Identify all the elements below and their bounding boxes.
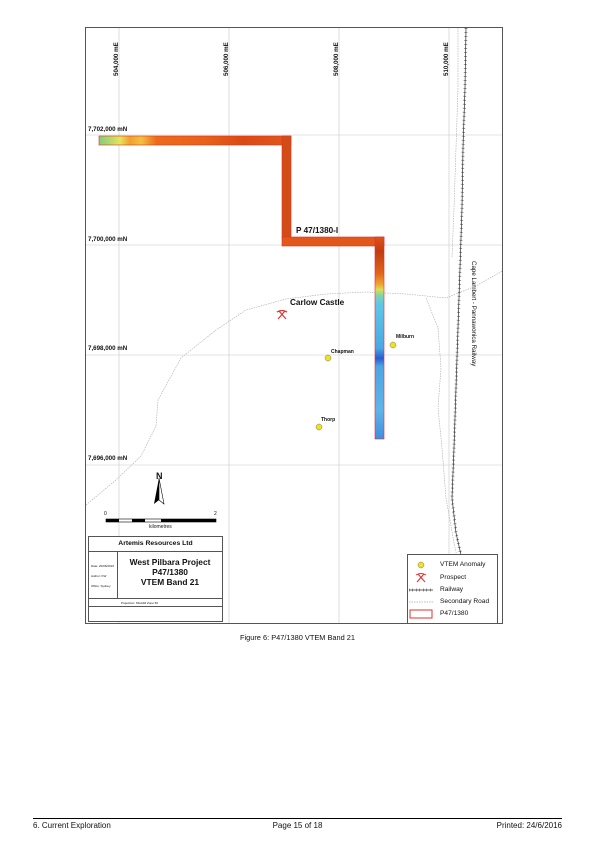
tenement-label: P 47/1380-I (296, 226, 339, 235)
road-line-icon (409, 601, 433, 603)
northing-label: 7,698,000 mN (88, 345, 128, 352)
easting-label: 510,000 mE (443, 42, 450, 76)
legend-label: VTEM Anomaly (440, 561, 486, 568)
anomaly-label: Chapman (331, 349, 354, 355)
railway-line-icon (409, 588, 433, 592)
title-block-meta: Date: 20/06/2016 Author: KW Office: Sydn… (89, 551, 118, 598)
legend-label: Railway (440, 586, 464, 593)
legend-label: Prospect (440, 574, 467, 581)
northing-label: 7,702,000 mN (88, 126, 128, 133)
railway-label: Cape Lambert - Pannawonica Railway (470, 261, 477, 367)
title-block: Artemis Resources Ltd Date: 20/06/2016 A… (88, 536, 223, 622)
map-frame: 504,000 mE 506,000 mE 508,000 mE 510,000… (85, 27, 503, 624)
northing-label: 7,700,000 mN (88, 236, 128, 243)
footer-printed-date: Printed: 24/6/2016 (496, 821, 562, 830)
legend-item-prospect: Prospect (408, 572, 497, 584)
anomaly-circle-icon (417, 561, 425, 569)
north-letter: N (156, 471, 163, 481)
footer-section: 6. Current Exploration (33, 821, 111, 830)
scale-unit-label: kilometres (149, 524, 172, 530)
projection-note: Projection: MGA94 Zone 50 (89, 598, 222, 607)
north-arrow-icon (154, 477, 165, 505)
map-legend: VTEM Anomaly Prospect Railway Secondary … (407, 554, 498, 623)
meta-office: Office: Sydney (91, 584, 111, 588)
anomaly-label: Thorp (321, 417, 336, 423)
scale-end-label: 2 (214, 511, 217, 517)
easting-label: 508,000 mE (333, 42, 340, 76)
place-label: Carlow Castle (290, 298, 345, 307)
tenement-outline-icon (409, 609, 433, 619)
map-title-line: P47/1380 (152, 567, 188, 577)
map-title-line: VTEM Band 21 (140, 577, 200, 587)
vtem-band-raster (98, 135, 385, 440)
map-canvas (86, 28, 502, 623)
anomaly-marker (315, 423, 323, 431)
meta-date: Date: 20/06/2016 (91, 564, 115, 568)
legend-item-tenement: P47/1380 (408, 608, 497, 620)
easting-label: 506,000 mE (223, 42, 230, 76)
pickaxe-icon (415, 573, 427, 583)
footer-divider (33, 818, 562, 819)
legend-item-road: Secondary Road (408, 596, 497, 608)
figure-caption: Figure 6: P47/1380 VTEM Band 21 (239, 633, 356, 642)
secondary-roads (86, 28, 502, 623)
map-title: West Pilbara Project P47/1380 VTEM Band … (117, 551, 223, 598)
anomaly-marker (324, 354, 332, 362)
meta-author: Author: KW (91, 574, 107, 578)
scale-start-label: 0 (104, 511, 107, 517)
map-title-line: West Pilbara Project (129, 557, 211, 567)
anomaly-label: Milburn (396, 334, 415, 340)
scale-bar (105, 518, 217, 523)
anomaly-marker (389, 341, 397, 349)
legend-label: Secondary Road (440, 598, 490, 605)
legend-item-anomaly: VTEM Anomaly (408, 559, 497, 571)
legend-label: P47/1380 (440, 610, 469, 617)
prospect-pickaxe-icon (276, 309, 288, 320)
easting-label: 504,000 mE (113, 42, 120, 76)
grid-lines (86, 28, 502, 623)
footer-page-number: Page 15 of 18 (272, 821, 323, 830)
railway-line (450, 28, 483, 623)
company-name: Artemis Resources Ltd (89, 537, 222, 552)
northing-label: 7,696,000 mN (88, 455, 128, 462)
legend-item-railway: Railway (408, 584, 497, 596)
